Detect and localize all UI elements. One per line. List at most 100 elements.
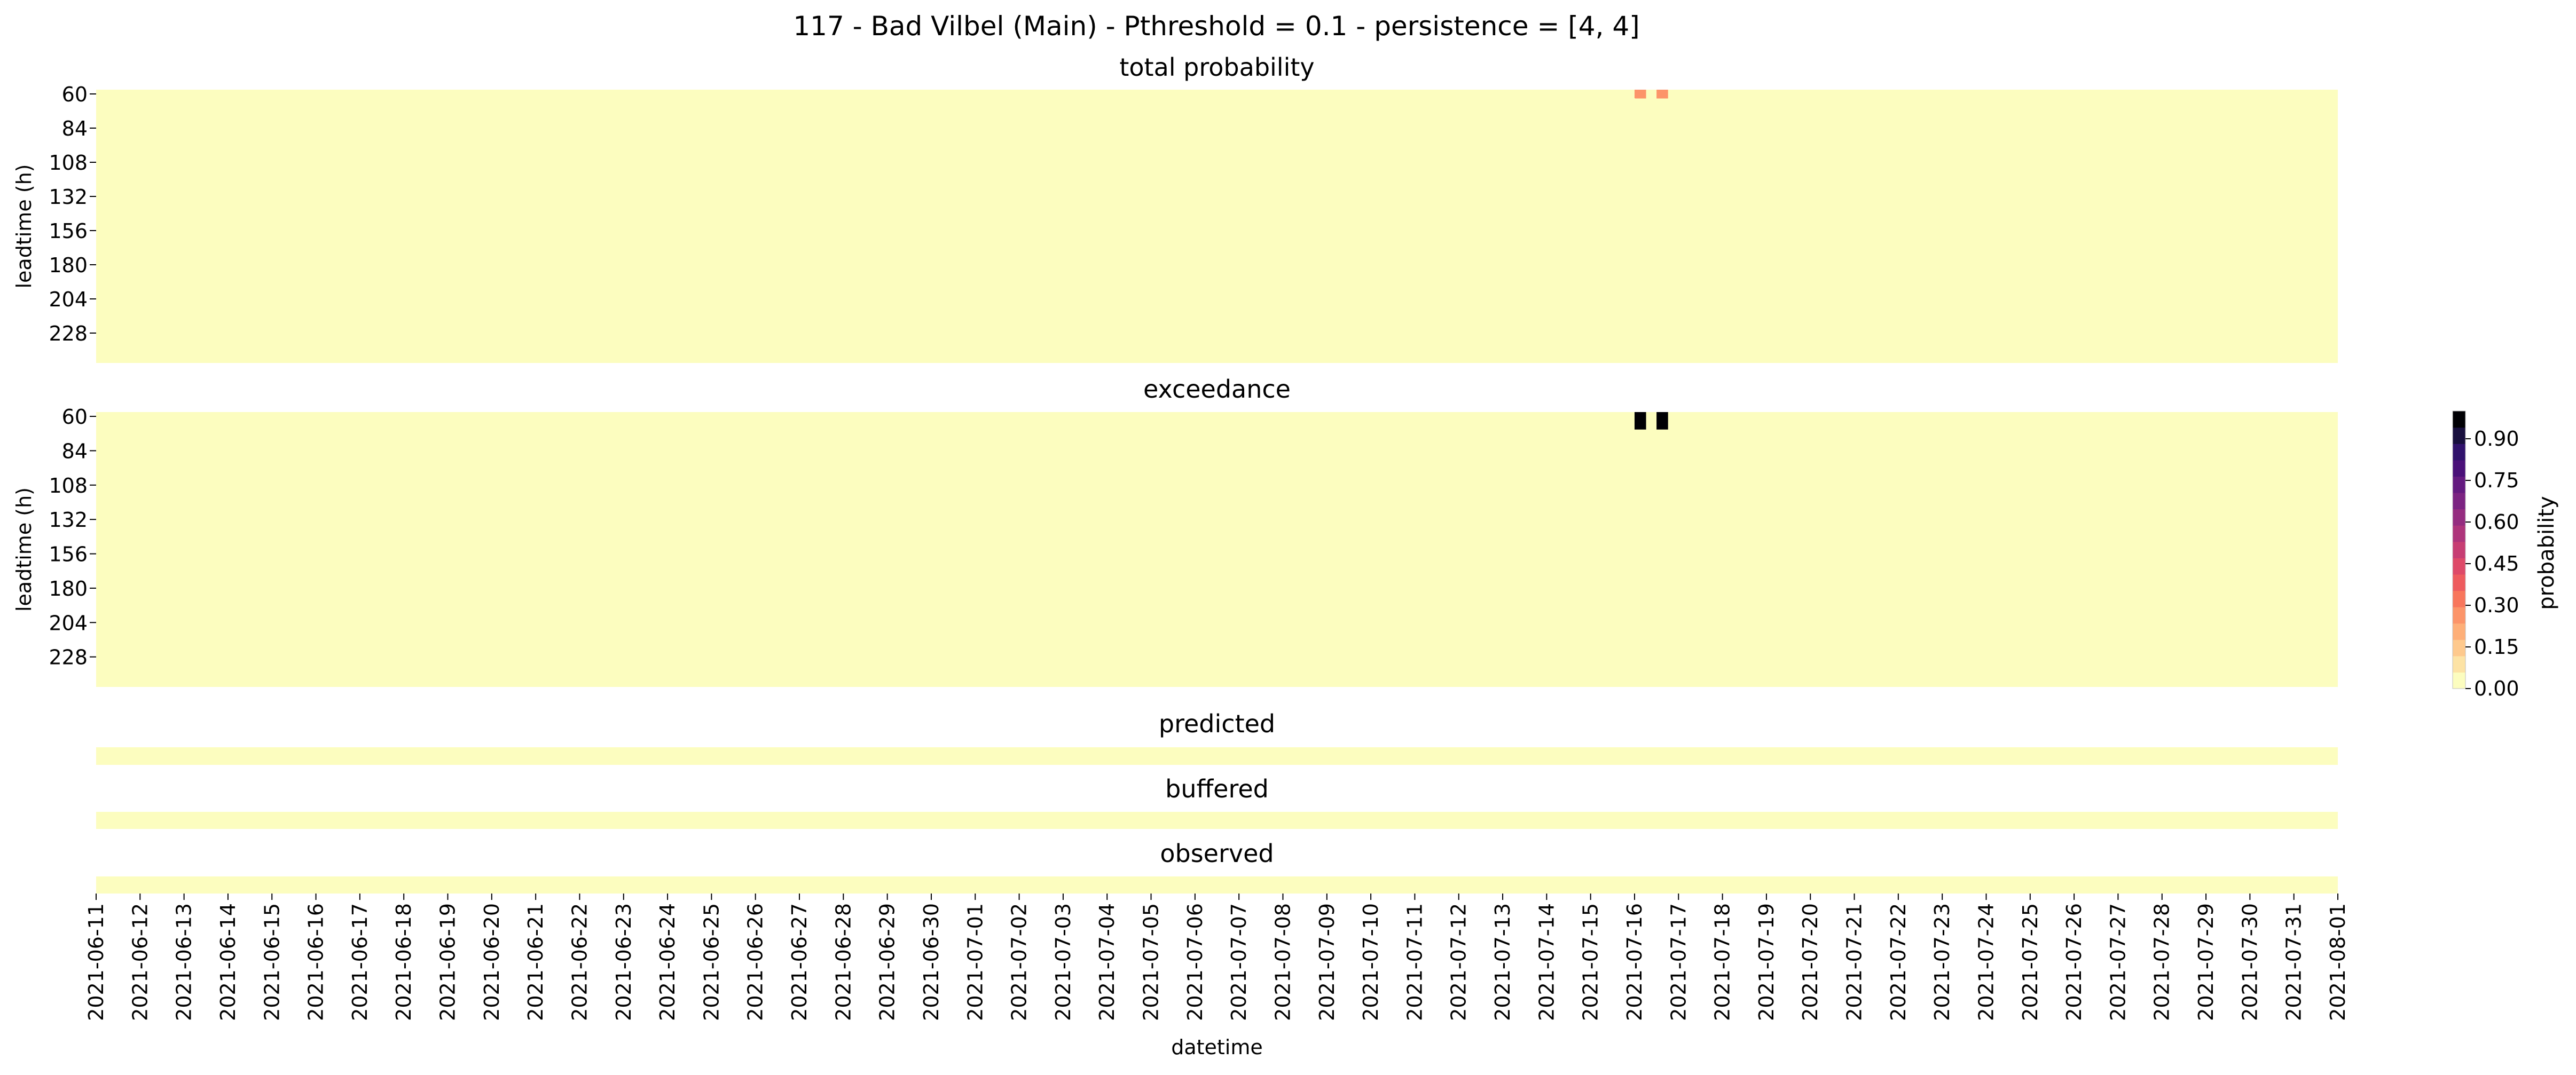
x-tick-label: 2021-07-03 xyxy=(1051,903,1075,1021)
y-tick-label: 132 xyxy=(49,185,88,209)
colorbar-tick-label: 0.45 xyxy=(2474,552,2519,575)
x-tick-label: 2021-06-17 xyxy=(348,903,372,1021)
x-tick-label: 2021-08-01 xyxy=(2326,903,2350,1021)
y-axis-label: leadtime (h) xyxy=(12,487,36,612)
x-tick-label: 2021-07-11 xyxy=(1403,903,1426,1021)
heatmap-cell xyxy=(1656,90,1668,99)
heatmap-background xyxy=(96,876,2338,894)
heatmap-cell xyxy=(1601,158,1613,167)
x-tick-label: 2021-06-30 xyxy=(920,903,943,1021)
panel-title: observed xyxy=(1160,839,1274,868)
x-tick-label: 2021-07-26 xyxy=(2062,903,2086,1021)
figure-title: 117 - Bad Vilbel (Main) - Pthreshold = 0… xyxy=(793,11,1639,42)
y-tick-label: 156 xyxy=(49,543,88,566)
x-tick-label: 2021-07-14 xyxy=(1535,903,1558,1021)
x-axis-label: datetime xyxy=(1171,1036,1263,1059)
x-tick-label: 2021-07-31 xyxy=(2282,903,2306,1021)
colorbar-ticks: 0.00 0.15 0.30 0.45 0.60 0.75 0.90 xyxy=(2465,427,2519,700)
panel-exceedance: exceedance 60 84 108 132 156 180 204 228 leadtime… xyxy=(12,375,2338,687)
heatmap-background xyxy=(96,412,2338,687)
colorbar-swatch xyxy=(2453,574,2465,591)
colorbar-tick-label: 0.15 xyxy=(2474,635,2519,659)
colorbar-swatch xyxy=(2453,607,2465,624)
x-tick-label: 2021-07-15 xyxy=(1579,903,1603,1021)
x-tick-label: 2021-06-21 xyxy=(524,903,547,1021)
x-tick-label: 2021-07-17 xyxy=(1667,903,1690,1021)
x-tick-label: 2021-06-12 xyxy=(128,903,152,1021)
x-tick-label: 2021-06-19 xyxy=(436,903,460,1021)
x-tick-label: 2021-06-29 xyxy=(876,903,899,1021)
colorbar-tick-label: 0.75 xyxy=(2474,469,2519,492)
colorbar-tick-label: 0.60 xyxy=(2474,510,2519,534)
colorbar-tick-label: 0.00 xyxy=(2474,677,2519,700)
x-tick-label: 2021-06-24 xyxy=(656,903,679,1021)
x-tick-label: 2021-07-25 xyxy=(2019,903,2042,1021)
colorbar-swatch xyxy=(2453,411,2465,428)
x-tick-label: 2021-06-15 xyxy=(260,903,284,1021)
y-tick-label: 108 xyxy=(49,474,88,497)
x-tick-label: 2021-07-06 xyxy=(1183,903,1207,1021)
y-tick-label: 132 xyxy=(49,508,88,532)
x-tick-label: 2021-07-09 xyxy=(1315,903,1339,1021)
x-tick-label: 2021-07-16 xyxy=(1623,903,1646,1021)
colorbar-tick-label: 0.90 xyxy=(2474,427,2519,450)
x-tick-label: 2021-06-11 xyxy=(84,903,108,1021)
colorbar-frame xyxy=(2452,410,2466,689)
colorbar-swatch xyxy=(2453,541,2465,558)
x-tick-label: 2021-07-07 xyxy=(1227,903,1251,1021)
colorbar-swatch xyxy=(2453,639,2465,657)
y-tick-label: 228 xyxy=(49,646,88,669)
colorbar-swatch xyxy=(2453,655,2465,673)
colorbar-swatch xyxy=(2453,476,2465,493)
heatmap-background xyxy=(96,812,2338,829)
x-tick-label: 2021-06-22 xyxy=(568,903,591,1021)
x-tick-label: 2021-06-13 xyxy=(172,903,196,1021)
colorbar-swatch xyxy=(2453,427,2465,444)
y-tick-label: 180 xyxy=(49,577,88,600)
colorbar-swatch xyxy=(2453,558,2465,575)
x-tick-label: 2021-07-18 xyxy=(1711,903,1734,1021)
x-tick-label: 2021-06-26 xyxy=(744,903,767,1021)
y-tick-label: 204 xyxy=(49,288,88,311)
y-tick-label: 60 xyxy=(62,405,88,429)
x-tick-label: 2021-07-10 xyxy=(1359,903,1383,1021)
panel-predicted: predicted xyxy=(96,709,2338,765)
heatmap-cell xyxy=(1634,412,1646,421)
x-tick-label: 2021-07-24 xyxy=(1974,903,1998,1021)
x-tick-label: 2021-06-20 xyxy=(480,903,504,1021)
y-tick-label: 60 xyxy=(62,83,88,106)
y-tick-label: 180 xyxy=(49,254,88,277)
heatmap-cell xyxy=(1634,421,1646,430)
heatmap-cell xyxy=(1656,412,1668,421)
y-tick-label: 84 xyxy=(62,117,88,140)
colorbar-swatch xyxy=(2453,444,2465,461)
y-tick-label: 84 xyxy=(62,439,88,463)
panel-title: buffered xyxy=(1165,774,1269,803)
x-tick-label: 2021-07-12 xyxy=(1447,903,1471,1021)
x-tick-label: 2021-07-20 xyxy=(1799,903,1822,1021)
x-tick-label: 2021-06-16 xyxy=(304,903,328,1021)
heatmap-cell xyxy=(1612,90,1624,99)
colorbar-swatch xyxy=(2453,509,2465,526)
colorbar-swatch xyxy=(2453,590,2465,607)
panel-total-probability: total probability 60 84 108 132 156 180 204 228 l… xyxy=(12,53,2338,363)
panel-observed: observed 2021-06-11 2021-06-12 2021-06-13 20… xyxy=(84,839,2350,1059)
x-tick-label: 2021-07-21 xyxy=(1843,903,1866,1021)
x-tick-label: 2021-06-28 xyxy=(831,903,855,1021)
heatmap-background xyxy=(96,90,2338,363)
x-tick-label: 2021-06-23 xyxy=(612,903,635,1021)
heatmap-cell xyxy=(1634,90,1646,99)
colorbar-swatch xyxy=(2453,672,2465,689)
x-tick-label: 2021-06-27 xyxy=(788,903,811,1021)
colorbar-tick-label: 0.30 xyxy=(2474,594,2519,617)
heatmap-cell xyxy=(1656,421,1668,430)
heatmap-cell xyxy=(1623,98,1635,107)
panel-title: exceedance xyxy=(1143,375,1291,404)
panel-title: total probability xyxy=(1119,53,1314,82)
x-tick-label: 2021-07-02 xyxy=(1008,903,1031,1021)
y-tick-label: 228 xyxy=(49,322,88,345)
panel-title: predicted xyxy=(1159,709,1275,738)
colorbar-swatch xyxy=(2453,492,2465,510)
x-tick-label: 2021-07-27 xyxy=(2106,903,2130,1021)
